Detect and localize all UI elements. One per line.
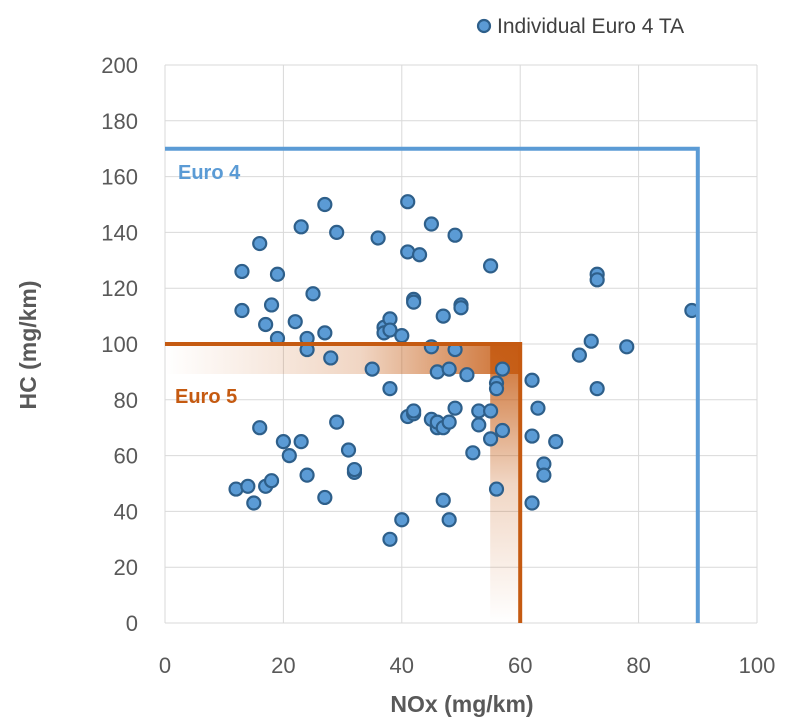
data-point xyxy=(263,473,280,489)
data-point xyxy=(234,263,250,280)
data-point xyxy=(530,400,546,416)
data-point xyxy=(299,467,315,483)
data-point xyxy=(382,322,398,338)
data-point xyxy=(246,495,262,511)
data-point xyxy=(524,428,540,444)
data-point xyxy=(281,448,297,464)
euro-4-label: Euro 4 xyxy=(178,162,241,184)
data-point xyxy=(447,227,463,243)
data-point xyxy=(323,350,339,366)
data-point xyxy=(589,272,605,288)
x-axis-title: NOx (mg/km) xyxy=(390,691,533,717)
data-point xyxy=(411,247,428,263)
legend-marker-icon xyxy=(476,18,492,34)
euro-4-limit-line xyxy=(165,146,700,623)
legend: Individual Euro 4 TA xyxy=(476,15,684,38)
data-point xyxy=(258,316,274,333)
x-tick-label: 80 xyxy=(626,653,650,678)
data-point xyxy=(293,219,309,235)
x-tick-label: 20 xyxy=(271,653,295,678)
data-point xyxy=(293,434,309,450)
data-point xyxy=(583,333,599,349)
x-axis-tick-labels: 0 20 40 60 80 100 xyxy=(159,653,775,678)
data-point xyxy=(240,478,256,494)
y-tick-label: 200 xyxy=(101,53,138,78)
data-point xyxy=(382,381,398,397)
data-point xyxy=(536,467,552,483)
data-point xyxy=(441,361,457,377)
data-point xyxy=(346,461,363,478)
data-point xyxy=(471,417,487,433)
y-axis-tick-labels: 0 20 40 60 80 100 120 140 160 180 200 xyxy=(101,53,138,636)
data-point xyxy=(435,308,451,324)
y-tick-label: 60 xyxy=(114,444,138,469)
data-point xyxy=(435,492,451,508)
y-tick-label: 180 xyxy=(101,109,138,134)
data-points xyxy=(228,194,700,547)
data-point xyxy=(263,297,280,313)
data-point xyxy=(589,381,605,397)
data-point xyxy=(488,481,505,497)
data-point xyxy=(494,361,511,377)
data-point xyxy=(305,286,321,302)
data-point xyxy=(483,431,499,447)
y-tick-label: 100 xyxy=(101,332,138,357)
x-tick-label: 0 xyxy=(159,653,171,678)
y-axis-title: HC (mg/km) xyxy=(15,280,41,409)
data-point xyxy=(394,328,410,344)
data-point xyxy=(441,512,457,528)
euro-5-limit-line xyxy=(165,342,523,623)
limit-lines xyxy=(165,146,700,623)
data-point xyxy=(524,372,540,388)
data-point xyxy=(370,230,386,246)
legend-label: Individual Euro 4 TA xyxy=(497,15,684,38)
data-point xyxy=(400,194,416,210)
data-point xyxy=(287,314,303,330)
x-tick-label: 40 xyxy=(390,653,414,678)
data-point xyxy=(269,266,286,282)
data-point xyxy=(488,381,505,397)
data-point xyxy=(317,489,333,506)
data-point xyxy=(494,422,511,439)
data-point xyxy=(340,442,357,458)
data-point xyxy=(275,434,291,450)
data-point xyxy=(447,400,463,416)
y-tick-label: 20 xyxy=(114,555,138,580)
data-point xyxy=(394,512,410,528)
x-tick-label: 60 xyxy=(508,653,532,678)
data-point xyxy=(406,403,422,419)
data-point xyxy=(524,495,540,511)
data-point xyxy=(548,434,564,450)
data-point xyxy=(382,531,398,547)
data-point xyxy=(619,339,635,355)
data-point xyxy=(423,216,439,232)
data-point xyxy=(252,235,268,252)
data-point xyxy=(317,325,333,341)
data-point xyxy=(329,224,345,240)
data-point xyxy=(364,361,380,377)
data-point xyxy=(317,196,333,213)
data-point xyxy=(441,414,457,430)
data-point xyxy=(406,294,422,310)
data-point xyxy=(483,258,499,274)
data-point xyxy=(252,420,268,436)
y-tick-label: 0 xyxy=(126,611,138,636)
data-point xyxy=(329,414,345,430)
euro-5-label: Euro 5 xyxy=(175,386,237,408)
data-point xyxy=(465,445,481,461)
data-point xyxy=(453,300,469,316)
y-tick-label: 40 xyxy=(114,499,138,524)
data-point xyxy=(234,302,250,319)
y-tick-label: 80 xyxy=(114,388,138,413)
data-point xyxy=(571,347,588,363)
data-point xyxy=(483,403,499,419)
y-tick-label: 160 xyxy=(101,165,138,190)
x-tick-label: 100 xyxy=(739,653,776,678)
data-point xyxy=(459,367,475,383)
y-tick-label: 140 xyxy=(101,220,138,245)
y-tick-label: 120 xyxy=(101,276,138,301)
